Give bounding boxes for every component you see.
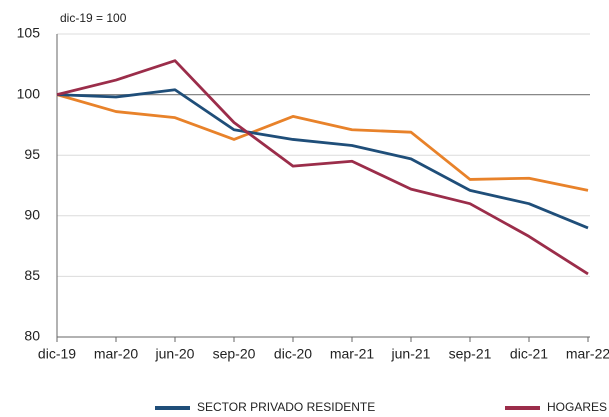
x-tick-label: dic-21 [510, 346, 548, 362]
x-tick-label: sep-20 [213, 346, 256, 362]
series-line [56, 88, 589, 230]
y-tick-label: 85 [24, 267, 40, 283]
x-tick-label: mar-21 [330, 346, 375, 362]
x-tick-label: jun-20 [155, 346, 195, 362]
y-tick-label: 80 [24, 328, 40, 344]
series-line [56, 93, 589, 192]
series-line [56, 59, 589, 276]
legend-label: HOGARES [547, 400, 607, 414]
y-tick-label: 90 [24, 207, 40, 223]
y-tick-label: 105 [17, 25, 41, 41]
x-tick-label: dic-19 [38, 346, 76, 362]
x-tick-label: mar-20 [94, 346, 139, 362]
annotation: dic-19 = 100 [60, 11, 127, 25]
x-tick-label: jun-21 [391, 346, 431, 362]
x-tick-label: mar-22 [566, 346, 609, 362]
x-tick-label: sep-21 [449, 346, 492, 362]
x-tick-label: dic-20 [274, 346, 312, 362]
y-tick-label: 95 [24, 146, 40, 162]
y-tick-label: 100 [17, 85, 41, 101]
legend-label: SECTOR PRIVADO RESIDENTE [197, 400, 375, 414]
